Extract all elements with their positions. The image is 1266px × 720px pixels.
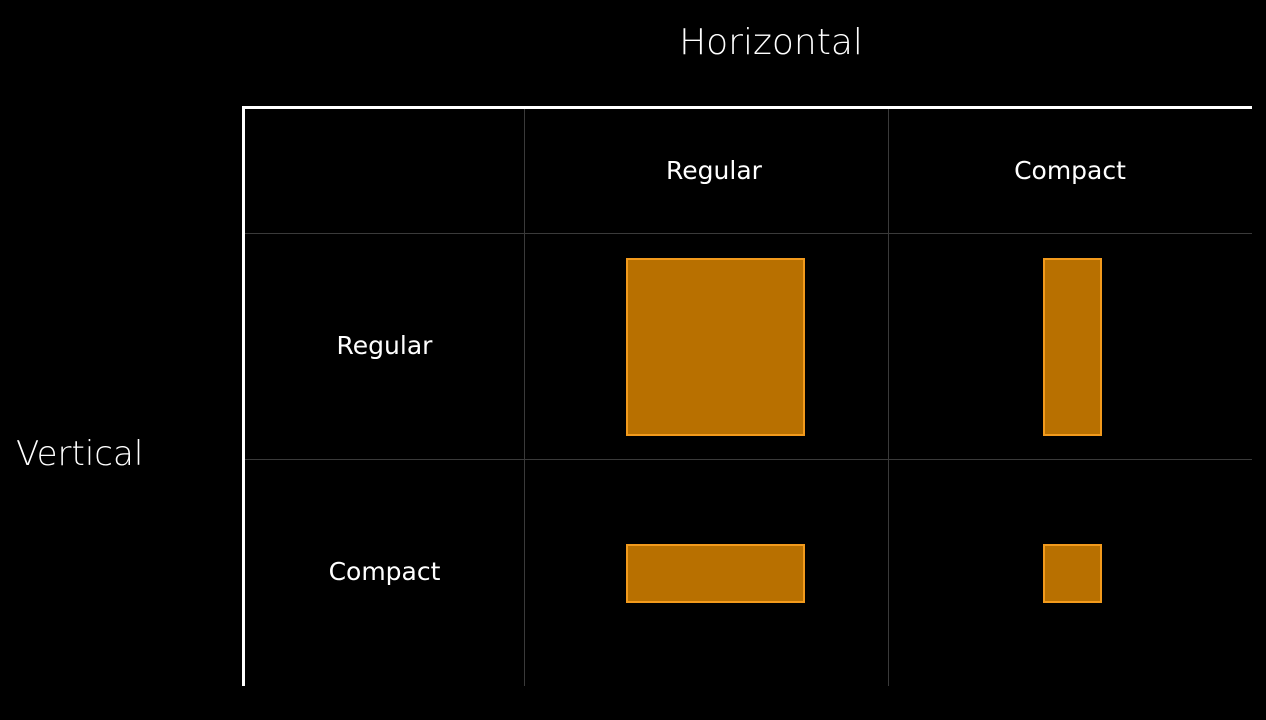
row-header-regular: Regular <box>336 331 433 360</box>
horizontal-axis-line <box>242 106 1252 109</box>
column-header-regular: Regular <box>666 156 762 185</box>
grid-column-divider <box>524 109 525 686</box>
grid-row-divider <box>245 459 1252 460</box>
size-box-regular-compact <box>1043 258 1102 436</box>
column-header-compact: Compact <box>1014 156 1126 185</box>
grid-column-divider <box>888 109 889 686</box>
size-box-compact-compact <box>1043 544 1102 603</box>
vertical-axis-line <box>242 106 245 686</box>
size-box-compact-regular <box>626 544 805 603</box>
size-box-regular-regular <box>626 258 805 436</box>
horizontal-axis-title: Horizontal <box>679 22 863 63</box>
vertical-axis-title: Vertical <box>16 434 144 474</box>
row-header-compact: Compact <box>328 557 441 586</box>
grid-row-divider <box>245 233 1252 234</box>
